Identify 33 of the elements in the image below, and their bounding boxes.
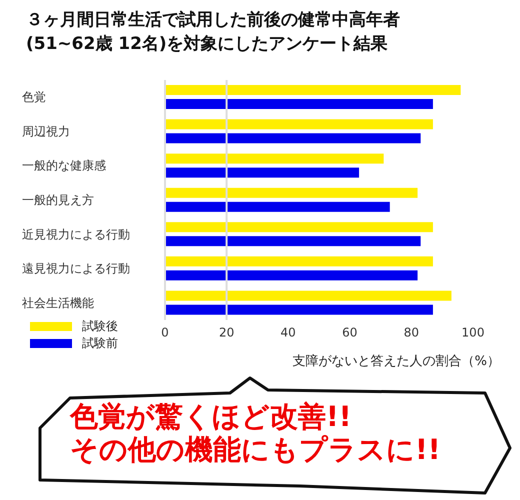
text: その他の機能にもプラスに!!: [70, 433, 441, 466]
text: 色覚が驚くほど改善!!: [70, 400, 353, 433]
legend-label: 試験後: [82, 318, 118, 335]
bar: [165, 133, 421, 144]
bar: [165, 168, 360, 178]
x-tick-label: 80: [404, 326, 420, 340]
y-tick-label: 近見視力による行動: [22, 227, 130, 242]
bar: [165, 188, 418, 198]
bar: [165, 304, 433, 315]
bar: [165, 222, 433, 232]
bar: [165, 236, 421, 246]
x-axis-title: 支障がないと答えた人の割合（%）: [292, 353, 500, 370]
legend-label: 試験前: [82, 335, 118, 352]
bar: [165, 202, 390, 212]
bar: [165, 119, 433, 130]
chart-title: ３ヶ月間日常生活で試用した前後の健常中高年者 (51~62歳 12名)を対象にしたアンケート結果: [26, 9, 400, 56]
y-tick-label: 色覚: [22, 90, 46, 104]
bar: [165, 154, 384, 164]
x-tick-label: 100: [462, 326, 484, 340]
bar: [165, 270, 418, 280]
x-tick-label: 60: [342, 326, 358, 340]
y-tick-label: 遠見視力による行動: [22, 262, 130, 276]
x-tick-label: 20: [218, 326, 234, 340]
bar: [165, 256, 433, 266]
x-tick-label: 0: [161, 326, 169, 340]
x-tick-label: 40: [280, 326, 296, 340]
y-tick-label: 周辺視力: [22, 124, 70, 138]
bar: [165, 85, 461, 95]
y-tick-label: 一般的見え方: [22, 193, 94, 207]
bar: [165, 99, 433, 109]
y-tick-label: 一般的な健康感: [22, 158, 106, 173]
y-tick-label: 社会生活機能: [22, 296, 94, 310]
bar: [165, 290, 452, 301]
